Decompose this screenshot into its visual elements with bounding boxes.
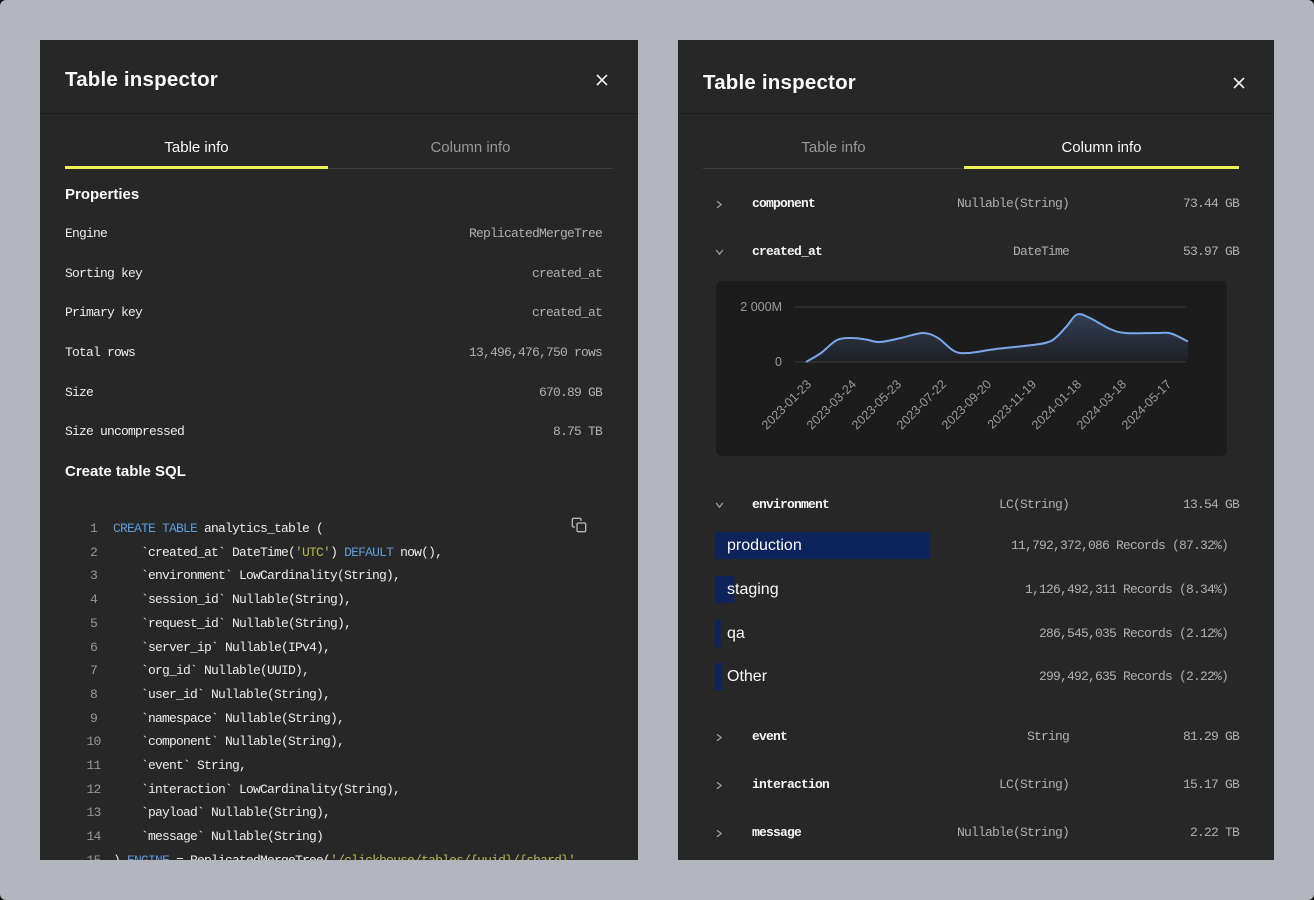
svg-text:2 000M: 2 000M bbox=[740, 300, 782, 314]
svg-text:0: 0 bbox=[775, 355, 782, 369]
